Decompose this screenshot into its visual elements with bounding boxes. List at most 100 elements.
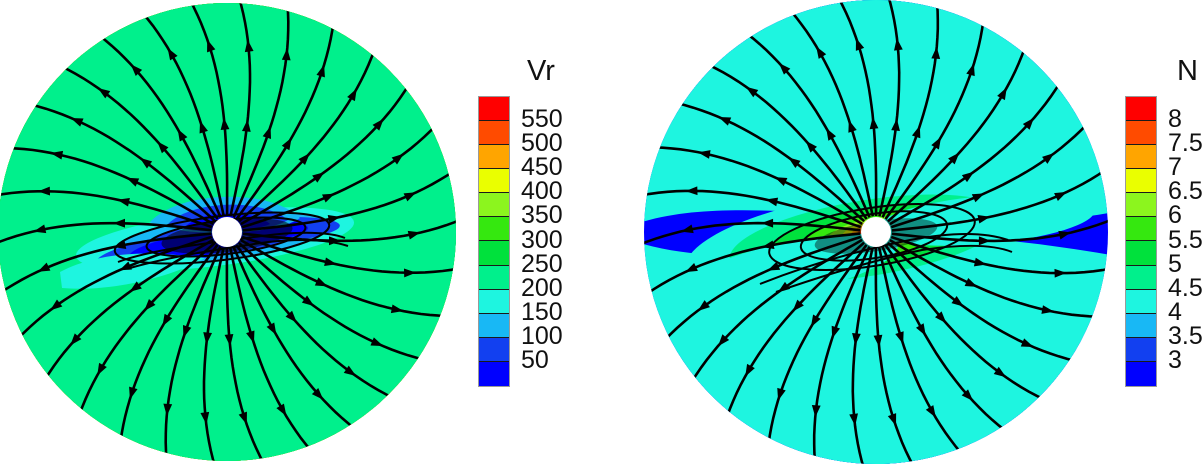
colorbar-band <box>1126 337 1156 362</box>
streamline-arrow <box>144 298 156 311</box>
colorbar-tick-label: 8 <box>1168 105 1182 134</box>
streamline-arrow <box>324 257 337 267</box>
streamline-arrow <box>130 64 143 76</box>
streamline-arrow <box>298 153 310 166</box>
streamline <box>881 246 1008 433</box>
streamline-arrow <box>777 281 791 293</box>
streamline-arrow <box>312 172 325 183</box>
colorbar-band <box>479 169 509 194</box>
streamline-arrow <box>855 38 865 51</box>
streamline-arrow <box>915 323 926 336</box>
streamline-arrow <box>993 366 1007 378</box>
streamline-arrow <box>316 64 325 78</box>
colorbar-tick-label: 3.5 <box>1168 321 1203 350</box>
colorbar-tick-label: 450 <box>521 153 563 182</box>
streamline <box>240 238 448 318</box>
streamline <box>42 238 214 382</box>
streamline-arrow <box>33 224 47 234</box>
colorbar-tick-label: 4 <box>1168 297 1182 326</box>
streamline-arrow <box>811 404 821 418</box>
streamline <box>0 221 212 247</box>
streamline <box>164 246 222 461</box>
streamline-arrow <box>873 334 883 348</box>
streamline-arrow <box>207 39 216 53</box>
streamline-arrow <box>831 325 841 339</box>
density-contour-lines <box>759 203 1013 293</box>
streamline-arrow <box>97 362 107 376</box>
streamline <box>238 47 377 223</box>
streamline <box>836 0 878 216</box>
streamline <box>232 246 357 431</box>
streamline-arrow <box>1042 153 1055 164</box>
streamline-arrow <box>887 413 897 426</box>
streamline-arrow <box>200 411 210 425</box>
streamline-arrow <box>50 299 63 311</box>
streamline-arrow <box>745 86 759 98</box>
streamline-arrow <box>685 262 698 273</box>
streamline-arrow <box>246 330 255 344</box>
streamline-arrow <box>224 333 234 347</box>
streamline <box>77 241 216 417</box>
streamline-arrow <box>117 197 130 207</box>
sun-disk-right <box>861 217 891 247</box>
streamline-arrow <box>849 413 858 426</box>
vr-streamlines <box>0 3 456 461</box>
colorbar-tick-label: 5 <box>1168 249 1182 278</box>
streamline-arrow <box>322 193 335 203</box>
colorbar-band <box>479 337 509 362</box>
density-streamlines <box>644 0 1108 464</box>
colorbar-band <box>1126 193 1156 218</box>
streamline-arrow <box>203 332 213 345</box>
colorbar-tick-label: 500 <box>521 129 563 158</box>
streamline <box>232 3 290 218</box>
density-colorbar[interactable] <box>1125 96 1157 387</box>
streamline <box>235 244 395 400</box>
streamline <box>874 248 916 464</box>
streamline <box>188 3 229 216</box>
streamline-arrow <box>911 125 921 139</box>
streamline <box>242 169 456 232</box>
streamline-arrow <box>948 152 960 165</box>
streamline-arrow <box>167 47 178 61</box>
colorbar-band <box>479 289 509 314</box>
streamline-arrow <box>1020 338 1034 347</box>
streamline-arrow <box>113 240 127 249</box>
streamline <box>241 123 438 229</box>
vr-colorbar-title: Vr <box>527 55 555 87</box>
streamer-belt-core <box>682 185 1095 303</box>
streamline <box>890 235 1108 275</box>
streamline <box>241 235 456 274</box>
streamline <box>675 101 866 223</box>
colorbar-band <box>479 193 509 218</box>
vr-colorbar[interactable] <box>478 96 510 387</box>
streamline-arrow <box>403 268 417 278</box>
streamline-arrow <box>162 313 173 327</box>
streamline <box>16 235 213 341</box>
streamline <box>744 31 871 218</box>
colorbar-band <box>1126 145 1156 170</box>
vr-contour-map <box>0 3 456 461</box>
streamline-arrow <box>314 277 328 287</box>
sun-disk <box>212 217 242 247</box>
colorbar-band <box>1126 169 1156 194</box>
streamline-arrow <box>276 403 287 417</box>
streamline-arrow <box>1041 305 1055 314</box>
streamline <box>663 235 862 342</box>
streamline-arrow <box>266 322 277 336</box>
streamline <box>225 248 266 461</box>
streamline-arrow <box>697 150 711 159</box>
streamline <box>887 46 1027 223</box>
streamline-arrow <box>328 236 341 246</box>
streamline-arrow <box>182 325 192 338</box>
streamline-arrow <box>778 62 791 75</box>
streamline-arrow <box>1054 191 1067 202</box>
colorbar-band <box>1126 241 1156 266</box>
streamline-arrow <box>792 299 804 312</box>
streamline-arrow <box>407 230 421 240</box>
streamline <box>706 63 868 220</box>
streamline-arrow <box>894 38 903 51</box>
colorbar-band <box>479 121 509 146</box>
streamline-arrow <box>852 332 861 346</box>
streamline-arrow <box>826 128 837 141</box>
streamline <box>886 241 1077 363</box>
